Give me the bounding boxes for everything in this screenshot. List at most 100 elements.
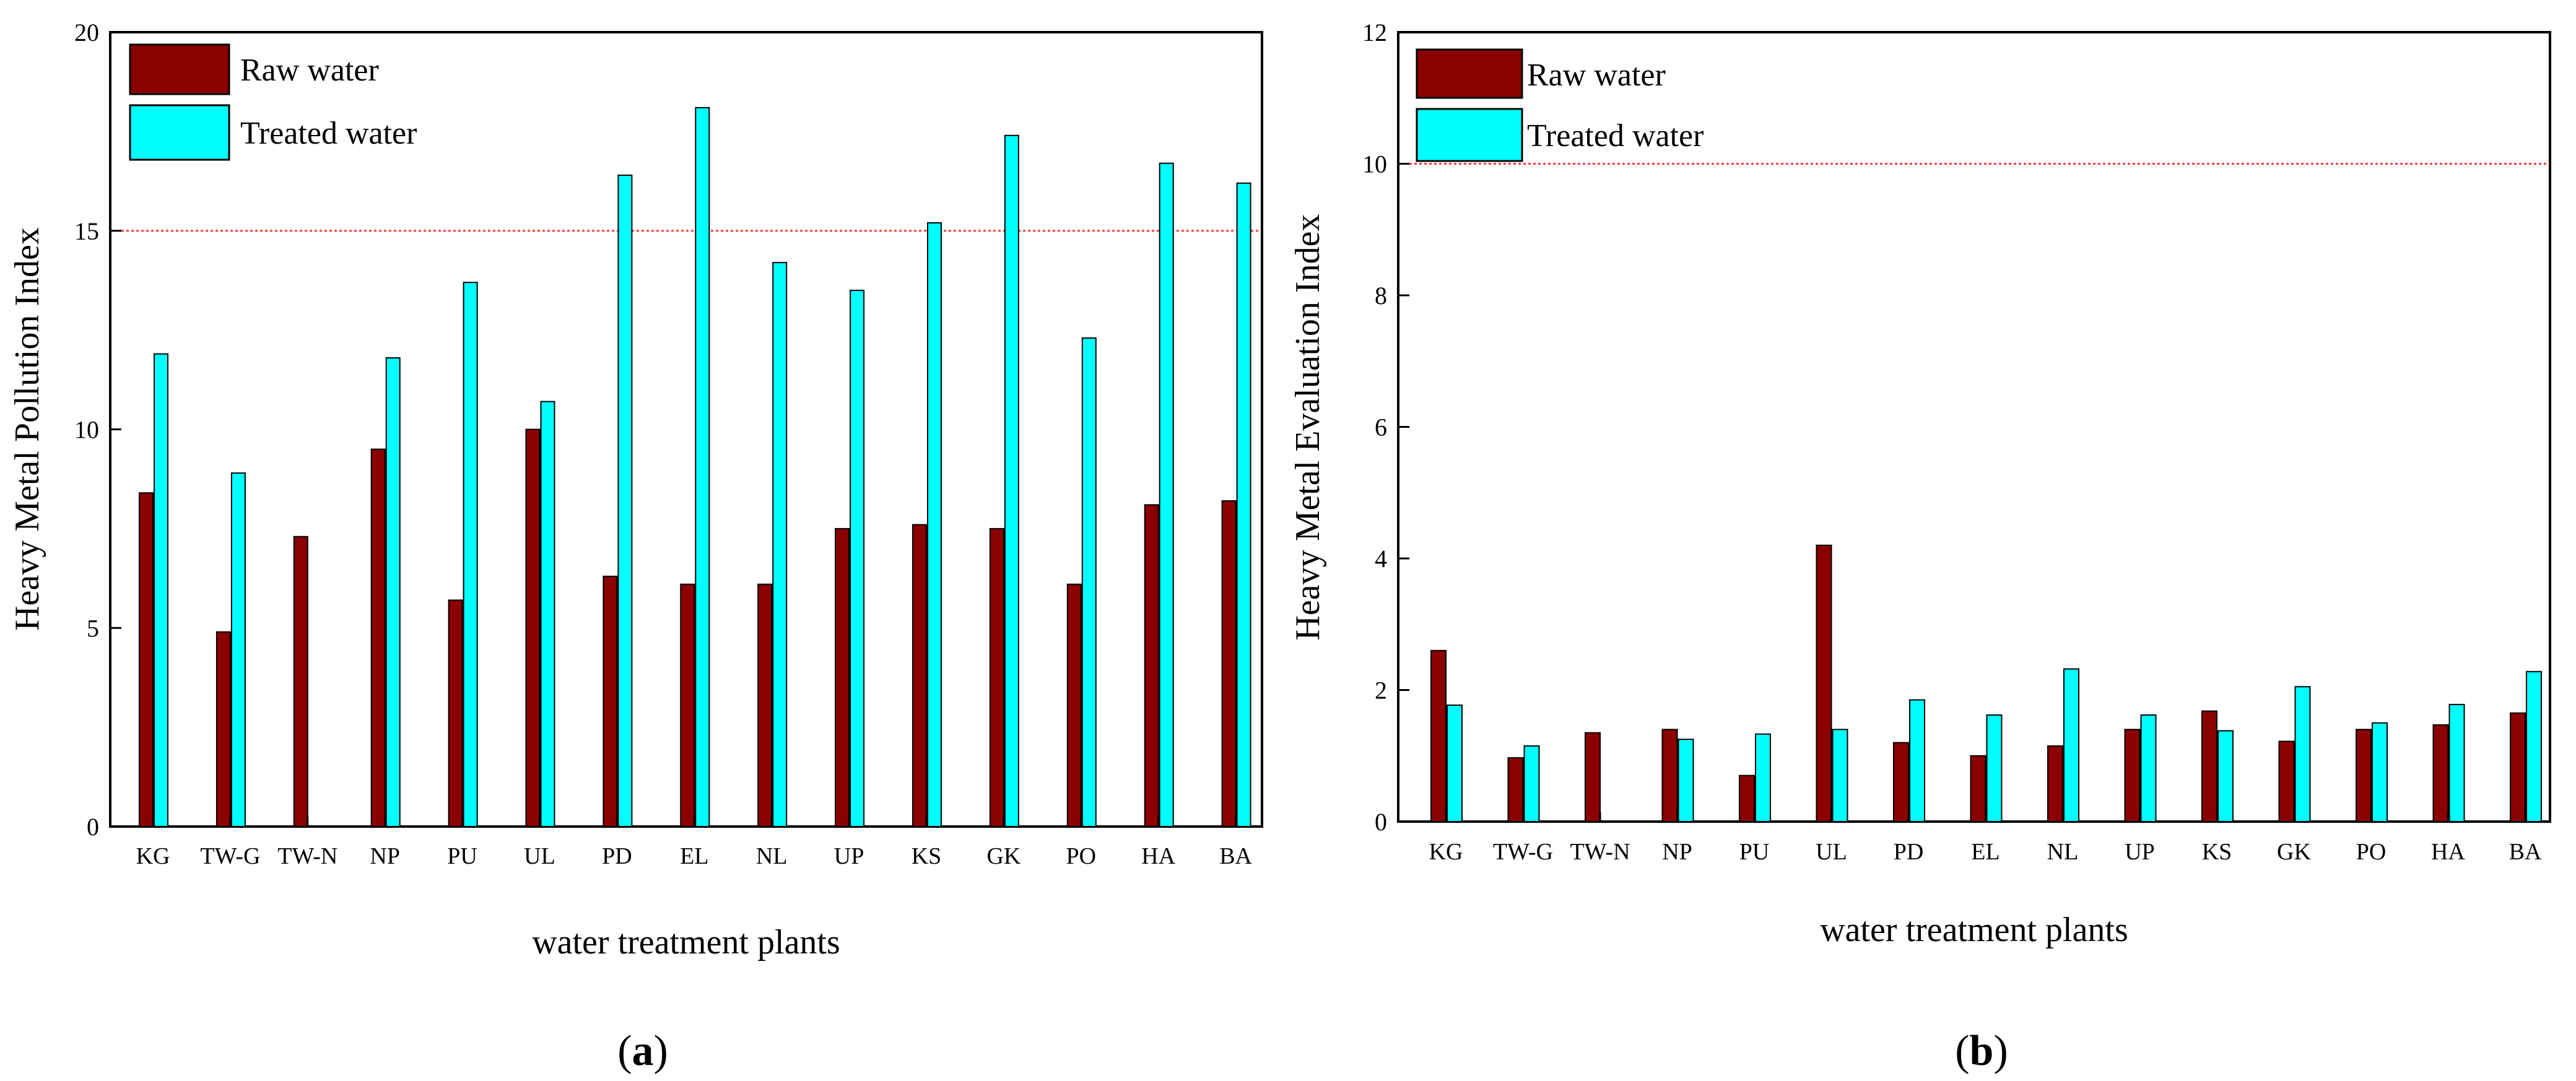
b-bar-treated-nl: [2063, 668, 2079, 822]
a-bar-treated-gk: [1004, 134, 1019, 827]
b-bar-treated-ks: [2217, 730, 2234, 822]
panel-b-label-letter: b: [1970, 1027, 1994, 1075]
b-x-tick-label-el: EL: [1971, 839, 1999, 865]
a-bar-raw-ks: [912, 524, 927, 828]
a-bar-raw-tw-n: [293, 536, 308, 828]
b-bar-treated-po: [2372, 722, 2388, 822]
b-x-tick-label-nl: NL: [2047, 839, 2079, 865]
panel-a-x-axis-title: water treatment plants: [532, 923, 840, 962]
a-bar-treated-ul: [540, 401, 555, 827]
a-x-tick-label-up: UP: [834, 843, 864, 869]
a-bar-treated-ha: [1159, 162, 1174, 828]
b-bar-treated-ul: [1832, 729, 1848, 822]
b-x-tick-label-ha: HA: [2431, 839, 2465, 865]
b-x-tick-label-gk: GK: [2277, 839, 2311, 865]
panel-b-label: (b): [1955, 1027, 2008, 1075]
panel-b-label-open: (b): [1955, 1027, 2008, 1075]
panel-b-bars: [1430, 544, 2542, 822]
panel-b-legend-swatch-treated: [1416, 108, 1523, 162]
b-x-tick-label-pu: PU: [1739, 839, 1770, 865]
a-y-tick-label: 5: [87, 614, 99, 642]
b-bar-treated-kg: [1447, 704, 1463, 822]
panel-a-legend: Raw water Treated water: [129, 43, 417, 161]
b-bar-treated-el: [1986, 714, 2003, 822]
a-bar-treated-tw-g: [230, 472, 246, 827]
panel-a-y-axis-title: Heavy Metal Pollution Index: [8, 227, 46, 631]
b-bar-treated-gk: [2294, 686, 2311, 822]
a-x-tick-label-tw-n: TW-N: [277, 843, 337, 869]
b-x-tick-label-pd: PD: [1894, 839, 1924, 865]
b-bar-treated-tw-g: [1523, 745, 1540, 822]
b-bar-raw-tw-n: [1585, 732, 1601, 822]
a-bar-treated-up: [850, 289, 865, 828]
a-x-tick-label-gk: GK: [986, 843, 1020, 869]
panel-b-legend-label-raw: Raw water: [1527, 58, 1666, 93]
b-bar-treated-ha: [2448, 703, 2465, 822]
a-x-tick-label-ba: BA: [1219, 843, 1252, 869]
panel-b-chart: 0 2 4 6 8 10 12 KG TW-G TW-N NP PU UL PD EL NL UP KS GK PO…: [1289, 19, 2551, 1075]
a-bar-raw-tw-g: [215, 631, 231, 827]
a-x-tick-label-tw-g: TW-G: [200, 843, 260, 869]
b-bar-raw-tw-g: [1507, 757, 1524, 822]
b-bar-treated-up: [2140, 714, 2157, 822]
b-bar-treated-ba: [2526, 671, 2542, 822]
a-bar-treated-po: [1081, 337, 1097, 827]
a-y-tick-label: 20: [74, 19, 99, 46]
a-y-tick-label: 15: [74, 217, 99, 245]
a-bar-raw-ha: [1144, 504, 1159, 827]
panel-b-legend: Raw water Treated water: [1416, 48, 1704, 162]
a-bar-treated-ks: [927, 222, 942, 828]
a-bar-treated-pd: [617, 174, 633, 828]
a-x-tick-label-po: PO: [1066, 843, 1097, 869]
panel-a-y-ticks: 0 5 10 15 20: [74, 19, 121, 841]
a-bar-raw-np: [370, 448, 386, 827]
a-x-tick-label-kg: KG: [136, 843, 170, 869]
b-bar-raw-kg: [1430, 649, 1447, 822]
a-x-tick-label-ks: KS: [912, 843, 942, 869]
b-bar-raw-ha: [2432, 724, 2449, 822]
b-bar-raw-pd: [1893, 742, 1909, 822]
panel-a-label: (a): [617, 1027, 668, 1075]
a-y-tick-label: 10: [74, 416, 99, 444]
a-x-tick-label-np: NP: [370, 843, 400, 869]
b-y-tick-label: 4: [1375, 545, 1387, 573]
b-bar-raw-np: [1661, 729, 1678, 822]
b-y-tick-label: 2: [1375, 677, 1387, 705]
a-bar-treated-el: [695, 106, 710, 827]
b-y-tick-label: 0: [1375, 808, 1387, 836]
b-x-tick-label-ul: UL: [1816, 839, 1847, 865]
a-bar-raw-po: [1066, 583, 1082, 827]
a-x-tick-label-nl: NL: [756, 843, 788, 869]
a-bar-raw-up: [835, 527, 850, 827]
panel-b-y-ticks: 0 2 4 6 8 10 12: [1362, 19, 1409, 836]
a-x-tick-label-ul: UL: [524, 843, 555, 869]
a-bar-treated-ba: [1236, 182, 1251, 827]
b-bar-treated-np: [1677, 739, 1694, 822]
a-bar-raw-pu: [448, 599, 463, 827]
b-x-tick-label-tw-g: TW-G: [1493, 839, 1553, 865]
panel-b-y-axis-title: Heavy Metal Evaluation Index: [1289, 214, 1327, 641]
b-y-tick-label: 6: [1375, 414, 1387, 441]
a-x-tick-label-pd: PD: [602, 843, 632, 869]
b-x-tick-label-kg: KG: [1429, 839, 1463, 865]
b-bar-raw-ks: [2201, 710, 2217, 822]
a-bar-raw-kg: [139, 492, 154, 827]
b-y-tick-label: 12: [1362, 19, 1387, 46]
panel-a-legend-label-raw: Raw water: [240, 53, 379, 88]
b-x-tick-label-po: PO: [2356, 839, 2387, 865]
a-bar-treated-nl: [772, 262, 788, 827]
b-bar-raw-pu: [1739, 775, 1755, 822]
panel-a-label-open: (a): [617, 1027, 668, 1075]
panel-b-x-axis-title: water treatment plants: [1820, 911, 2128, 949]
a-x-tick-label-ha: HA: [1141, 843, 1175, 869]
b-bar-raw-gk: [2278, 740, 2295, 822]
panel-a-bars: [139, 106, 1251, 828]
panel-a-legend-swatch-raw: [129, 43, 230, 95]
panel-b-legend-swatch-raw: [1416, 48, 1523, 99]
panel-a-x-ticks: KG TW-G TW-N NP PU UL PD EL NL UP KS GK PO HA BA: [136, 817, 1253, 869]
a-bar-raw-el: [680, 583, 695, 827]
panel-a-legend-swatch-treated: [129, 104, 230, 161]
b-x-tick-label-tw-n: TW-N: [1570, 839, 1630, 865]
panel-b-legend-label-treated: Treated water: [1527, 118, 1704, 154]
